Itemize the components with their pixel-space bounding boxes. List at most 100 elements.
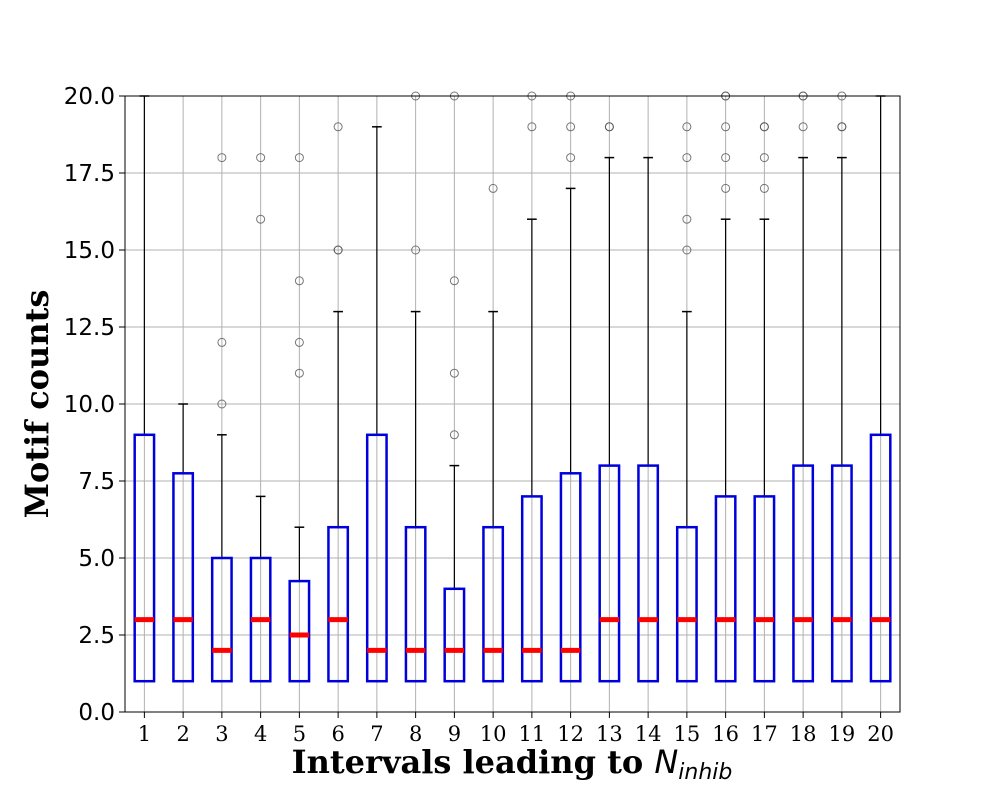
x-axis-label-text: Intervals leading to [292,743,644,781]
box-5 [288,526,311,683]
outlier-point [217,153,227,163]
y-tick-label: 10.0 [64,392,115,418]
x-tick-label: 10 [480,722,507,746]
x-tick-label: 2 [176,722,189,746]
outlier-point [256,153,266,163]
outlier-point [604,122,614,132]
box-16 [714,218,737,683]
box-iqr [210,556,233,683]
outlier-point [837,122,847,132]
box-iqr [559,472,582,683]
box-iqr [482,525,505,683]
outlier-point [333,245,343,255]
x-axis-label-subscript: inhib [678,760,732,785]
box-iqr [637,464,660,683]
box-iqr [520,495,543,683]
y-tick-label: 2.5 [78,623,115,649]
y-tick-label: 7.5 [78,469,115,495]
outlier-point [682,122,692,132]
outlier-point [449,276,459,286]
x-tick-label: 9 [448,722,461,746]
box-18 [792,156,815,683]
x-tick-label: 8 [409,722,422,746]
outlier-point [217,337,227,347]
box-13 [598,156,621,683]
outlier-point [721,153,731,163]
x-tick-label: 19 [829,722,856,746]
box-iqr [133,433,156,683]
outlier-point [488,183,498,193]
x-tick-label: 13 [596,722,623,746]
outlier-point [449,430,459,440]
box-iqr [404,525,427,683]
x-tick-label: 6 [331,722,344,746]
outlier-point [759,183,769,193]
outliers [217,91,847,440]
box-9 [443,464,466,683]
y-tick-label: 15.0 [64,238,115,264]
outlier-point [759,122,769,132]
box-6 [327,310,350,683]
box-iqr [443,587,466,683]
box-12 [559,187,582,683]
y-tick-label: 17.5 [64,161,115,187]
outlier-point [449,368,459,378]
outlier-point [798,122,808,132]
box-iqr [327,525,350,683]
box-iqr [288,579,311,683]
outlier-point [759,153,769,163]
box-2 [172,403,195,683]
outlier-point [294,337,304,347]
x-tick-label: 15 [674,722,701,746]
outlier-point [566,122,576,132]
x-axis-label: Intervals leading to Ninhib [292,743,733,785]
x-tick-label: 12 [557,722,584,746]
box-3 [210,434,233,683]
x-tick-label: 17 [751,722,778,746]
x-tick-label: 16 [712,722,739,746]
x-tick-label: 14 [635,722,662,746]
outlier-point [294,276,304,286]
box-11 [520,218,543,683]
grid [125,95,900,713]
outlier-point [217,399,227,409]
y-tick-label: 12.5 [64,315,115,341]
box-iqr [598,464,621,683]
y-tick-label: 5.0 [78,546,115,572]
x-tick-label: 20 [867,722,894,746]
x-tick-label: 18 [790,722,817,746]
outlier-point [721,183,731,193]
box-10 [482,310,505,683]
outlier-point [256,214,266,224]
boxes [133,95,892,683]
box-iqr [830,464,853,683]
box-iqr [675,525,698,683]
outlier-point [527,122,537,132]
x-tick-label: 1 [138,722,151,746]
outlier-point [294,368,304,378]
outlier-point [411,245,421,255]
y-axis-ticks: 0.0 2.5 5.0 7.5 10.0 12.5 15.0 17.5 20.0 [64,84,125,726]
box-iqr [792,464,815,683]
x-tick-label: 7 [370,722,383,746]
box-iqr [753,495,776,683]
box-8 [404,310,427,683]
x-axis-label-symbol: N [654,743,678,781]
outlier-point [682,214,692,224]
y-axis-label: Motif counts [18,290,56,519]
box-19 [830,156,853,683]
x-tick-label: 11 [519,722,546,746]
box-15 [675,310,698,683]
outlier-point [682,153,692,163]
box-17 [753,218,776,683]
box-iqr [869,433,892,683]
box-iqr [365,433,388,683]
y-tick-label: 20.0 [64,84,115,110]
outlier-point [294,153,304,163]
box-iqr [172,472,195,683]
outlier-point [333,122,343,132]
outlier-point [721,122,731,132]
box-iqr [714,495,737,683]
box-4 [249,495,272,683]
